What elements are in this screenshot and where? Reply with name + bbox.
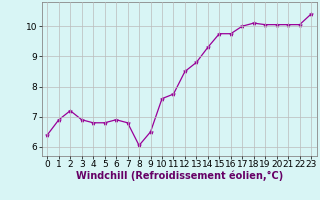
X-axis label: Windchill (Refroidissement éolien,°C): Windchill (Refroidissement éolien,°C) [76, 171, 283, 181]
